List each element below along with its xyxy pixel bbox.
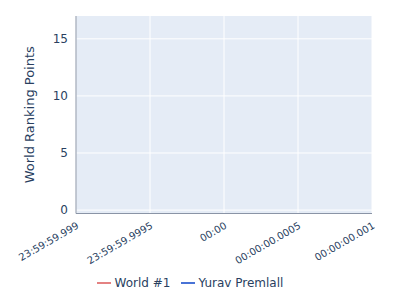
svg-text:World Ranking Points: World Ranking Points	[22, 46, 37, 183]
svg-text:10: 10	[53, 89, 68, 103]
svg-text:00:00: 00:00	[198, 220, 228, 244]
svg-text:00:00:00.0005: 00:00:00.0005	[233, 220, 302, 266]
svg-text:23:59:59.999: 23:59:59.999	[17, 220, 81, 263]
svg-text:0: 0	[60, 203, 68, 217]
svg-text:5: 5	[60, 146, 68, 160]
html-text:Yurav Premlall: Yurav Premlall	[198, 275, 284, 290]
svg-text:00:00:00.001: 00:00:00.001	[313, 220, 377, 263]
html-text:World #1: World #1	[114, 275, 171, 290]
svg-text:15: 15	[53, 32, 68, 46]
svg-text:23:59:59.9995: 23:59:59.9995	[85, 220, 154, 266]
